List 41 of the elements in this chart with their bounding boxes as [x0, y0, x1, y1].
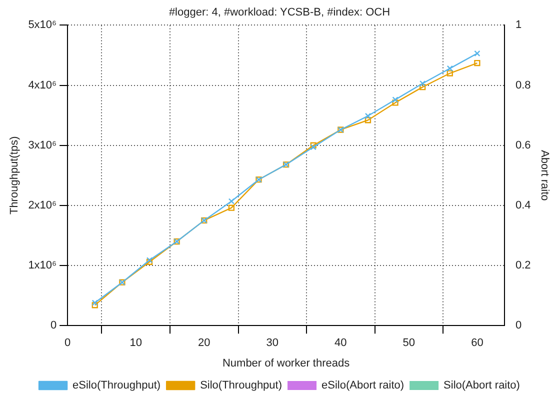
point	[420, 84, 426, 90]
point	[364, 112, 372, 119]
point	[92, 300, 98, 306]
point	[228, 198, 235, 204]
y2-tick-label: 0.4	[516, 199, 531, 212]
point	[392, 96, 398, 103]
y-tick-label: 0	[50, 320, 57, 332]
x-axis-title: Number of worker threads	[222, 357, 350, 370]
y-tick-label: 2x10⁶	[28, 199, 57, 212]
point	[474, 60, 480, 66]
point	[392, 100, 398, 106]
x-tick-label: 60	[471, 337, 484, 350]
y2-tick-label: 0.6	[516, 139, 531, 152]
y2-tick-label: 0.2	[516, 260, 531, 272]
y-tick-label: 1x10⁶	[28, 260, 57, 272]
y-axis-title: Throughput(tps)	[8, 136, 21, 215]
y2-axis-title: Abort raito	[538, 150, 550, 201]
point	[446, 65, 453, 72]
point	[446, 70, 453, 76]
chart-title: #logger: 4, #workload: YCSB-B, #index: OCH	[168, 6, 390, 19]
y-tick-label: 5x10⁶	[28, 19, 57, 32]
y2-tick-label: 0.8	[516, 79, 531, 92]
y2-tick-label: 0	[516, 320, 522, 332]
x-tick-label: 50	[402, 337, 416, 350]
point	[420, 80, 426, 87]
point	[92, 302, 98, 308]
point	[364, 117, 372, 124]
y-tick-label: 4x10⁶	[28, 79, 57, 92]
y2-tick-label: 1	[516, 19, 522, 32]
x-tick-label: 0	[64, 337, 71, 350]
x-tick-label: 30	[266, 337, 279, 350]
legend-label: eSilo(Abort raito)	[322, 380, 404, 392]
x-tick-label: 20	[198, 337, 210, 350]
x-tick-label: 40	[334, 337, 347, 350]
point	[474, 50, 480, 57]
y-tick-label: 3x10⁶	[28, 139, 57, 152]
legend-label: Silo(Throughput)	[200, 380, 282, 392]
legend-label: eSilo(Throughput)	[72, 380, 161, 392]
point	[228, 204, 235, 211]
x-tick-label: 10	[130, 337, 142, 350]
legend-label: Silo(Abort raito)	[444, 380, 520, 392]
